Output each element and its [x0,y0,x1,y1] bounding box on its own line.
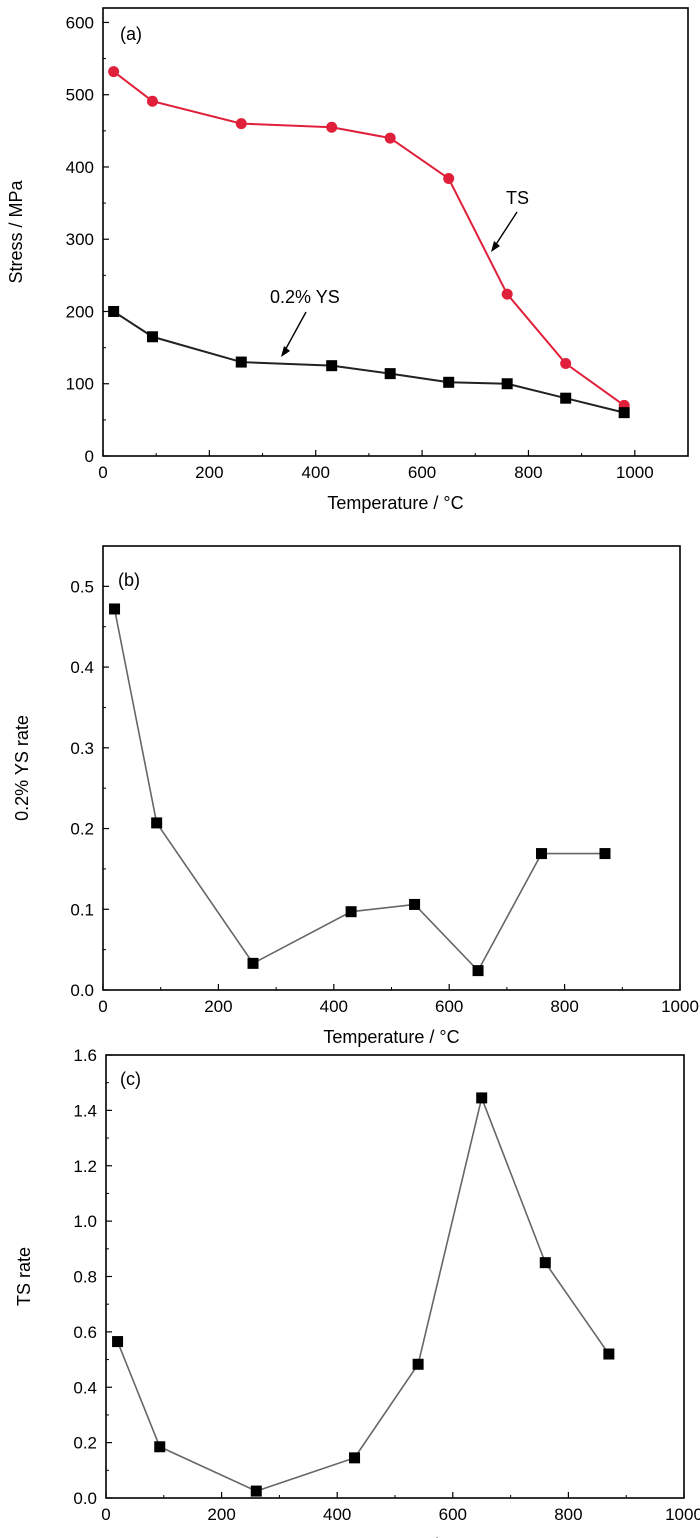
x-axis-label: Temperature / °C [327,1535,463,1538]
y-tick-label: 0.4 [70,658,94,677]
data-point [326,121,338,133]
data-point [235,118,247,130]
y-tick-label: 500 [66,86,94,105]
data-point [409,898,421,910]
data-point [599,848,611,860]
data-point [112,1336,124,1348]
data-point [326,360,338,372]
series-line [113,310,625,414]
plot-frame [102,545,681,991]
data-point [108,305,120,317]
x-tick-label: 1000 [661,997,699,1016]
x-tick-label: 400 [323,1505,351,1524]
x-tick-label: 800 [514,463,542,482]
data-point [501,288,513,300]
plot-frame [105,1054,685,1499]
y-tick-label: 0.0 [70,981,94,1000]
y-tick-label: 1.0 [73,1212,97,1231]
y-tick-label: 1.2 [73,1157,97,1176]
data-point [618,407,630,419]
data-point [250,1485,262,1497]
data-point [476,1092,488,1104]
data-point [443,376,455,388]
x-tick-label: 0 [98,997,107,1016]
data-point [247,957,259,969]
x-tick-label: 1000 [665,1505,700,1524]
y-tick-label: 0.1 [70,900,94,919]
data-point [560,392,572,404]
panel-label: (b) [118,570,140,590]
chart-panel-b: 0 200 400 600 800 1000 0.0 0.1 0.2 0.3 0.4 0.5 Tempe… [12,545,699,1047]
chart-panel-c: 0 200 400 600 800 1000 0.0 0.2 0.4 0.6 0.8 1.0 1.2 1.… [14,1046,700,1538]
y-axis-label: Stress / MPa [6,180,26,284]
data-point [412,1358,424,1370]
x-tick-label: 800 [550,997,578,1016]
y-tick-label: 1.6 [73,1046,97,1065]
data-point [151,817,163,829]
data-point [384,368,396,380]
y-tick-label: 0.6 [73,1323,97,1342]
series-label-ys: 0.2% YS [270,287,340,307]
y-tick-label: 0.2 [73,1434,97,1453]
panel-label: (a) [120,24,142,44]
data-point [539,1257,551,1269]
data-point [560,358,572,370]
x-tick-label: 600 [439,1505,467,1524]
ts-arrow [492,211,518,250]
x-tick-label: 600 [435,997,463,1016]
series-label-ts: TS [506,188,529,208]
series-line [113,70,625,407]
data-point [345,906,357,918]
y-tick-label: 400 [66,158,94,177]
x-tick-label: 0 [101,1505,110,1524]
x-tick-label: 400 [320,997,348,1016]
series-line [116,1095,610,1492]
y-axis-label: TS rate [14,1247,34,1306]
y-tick-label: 600 [66,13,94,32]
chart-panel-a: 0 200 400 600 800 1000 0 100 200 300 400 500 600 Temp… [6,7,689,513]
data-point [384,132,396,144]
x-tick-label: 600 [408,463,436,482]
data-point [501,378,513,390]
data-point [349,1452,361,1464]
x-tick-label: 1000 [616,463,654,482]
y-axis-label: 0.2% YS rate [12,715,32,821]
y-tick-label: 0.8 [73,1268,97,1287]
y-tick-label: 1.4 [73,1101,97,1120]
data-point [108,66,120,78]
x-axis-label: Temperature / °C [327,493,463,513]
x-tick-label: 200 [195,463,223,482]
y-tick-label: 0.0 [73,1489,97,1508]
y-tick-label: 200 [66,302,94,321]
data-point [146,95,158,107]
y-tick-label: 0 [85,447,94,466]
series-line [113,608,605,972]
data-point [235,356,247,368]
x-tick-label: 200 [204,997,232,1016]
x-tick-label: 200 [207,1505,235,1524]
y-tick-label: 300 [66,230,94,249]
data-point [603,1348,615,1360]
ts-arrow-head [491,241,500,252]
data-point [146,331,158,343]
y-tick-label: 0.2 [70,820,94,839]
data-point [472,965,484,977]
data-point [154,1441,166,1453]
y-tick-label: 0.3 [70,739,94,758]
y-tick-label: 0.4 [73,1378,97,1397]
data-point [536,848,548,860]
data-point [109,603,121,615]
x-tick-label: 0 [98,463,107,482]
y-tick-label: 100 [66,375,94,394]
ys-arrow-head [281,346,290,357]
data-point [443,173,455,185]
panel-label: (c) [120,1069,141,1089]
x-axis-label: Temperature / °C [323,1027,459,1047]
plot-frame [102,7,689,457]
y-tick-label: 0.5 [70,577,94,596]
ys-arrow [282,311,307,355]
x-tick-label: 400 [302,463,330,482]
x-tick-label: 800 [554,1505,582,1524]
